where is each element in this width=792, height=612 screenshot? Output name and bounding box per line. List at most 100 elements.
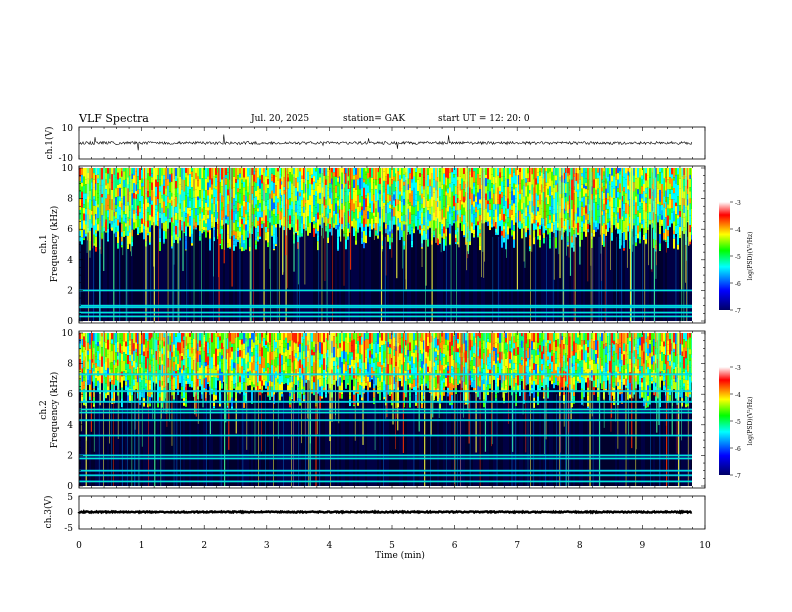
- spectro-cell: [671, 199, 673, 209]
- spectro-cell: [181, 383, 183, 387]
- spectro-cell: [105, 333, 107, 343]
- spectro-cell: [429, 228, 431, 321]
- spectro-cell: [257, 168, 259, 178]
- spectro-cell: [645, 222, 647, 234]
- spectro-cell: [659, 214, 661, 220]
- spectro-cell: [215, 395, 217, 400]
- spectro-cell: [191, 168, 193, 172]
- spectro-cell: [127, 364, 129, 373]
- spectro-cell: [477, 209, 479, 222]
- spectro-cell: [273, 214, 275, 225]
- spectro-cell: [247, 216, 249, 220]
- spectro-cell: [669, 177, 671, 184]
- spectro-cell: [433, 179, 435, 188]
- spectro-cell: [97, 183, 99, 194]
- spectro-cell: [339, 374, 341, 378]
- spectro-cell: [611, 232, 613, 241]
- spectro-cell: [157, 364, 159, 374]
- spectro-cell: [427, 168, 429, 175]
- spectro-cell: [607, 176, 609, 182]
- spectro-cell: [137, 235, 139, 321]
- spectro-cell: [367, 192, 369, 197]
- spectro-cell: [525, 196, 527, 208]
- spectro-cell: [333, 366, 335, 374]
- spectro-cell: [457, 241, 459, 245]
- spectro-cell: [467, 251, 469, 321]
- spectro-cell: [83, 193, 85, 205]
- spectro-cell: [401, 188, 403, 196]
- spectro-cell: [93, 245, 95, 321]
- spectro-cell: [183, 340, 185, 348]
- spectro-cell: [367, 196, 369, 207]
- spectro-cell: [205, 398, 207, 403]
- spectro-cell: [485, 222, 487, 321]
- spectro-cell: [185, 403, 187, 407]
- spectro-cell: [261, 174, 263, 184]
- spectro-cell: [131, 193, 133, 205]
- spectro-cell: [335, 176, 337, 186]
- spectro-cell: [279, 392, 281, 401]
- spectro-cell: [205, 341, 207, 346]
- spectro-cell: [285, 371, 287, 375]
- spectro-cell: [177, 393, 179, 395]
- spectro-cell: [687, 194, 689, 200]
- spectro-cell: [189, 203, 191, 208]
- spectro-cell: [519, 168, 521, 172]
- spectro-cell: [687, 210, 689, 221]
- spectro-cell: [327, 218, 329, 224]
- spectro-cell: [627, 200, 629, 205]
- spectro-cell: [105, 198, 107, 211]
- spectro-cell: [575, 168, 577, 174]
- spectro-cell: [197, 399, 199, 486]
- spectro-cell: [143, 388, 145, 399]
- spectro-cell: [245, 347, 247, 355]
- spectro-cell: [647, 229, 649, 321]
- spectro-cell: [179, 367, 181, 373]
- spectro-cell: [627, 168, 629, 172]
- spectro-cell: [475, 177, 477, 183]
- spectro-cell: [327, 176, 329, 188]
- spectro-cell: [399, 194, 401, 201]
- spectro-cell: [151, 376, 153, 386]
- spectro-cell: [671, 223, 673, 321]
- spectro-cell: [287, 358, 289, 367]
- spectro-cell: [83, 204, 85, 208]
- spectro-cell: [255, 336, 257, 341]
- spectro-cell: [439, 168, 441, 172]
- spectro-cell: [233, 244, 235, 251]
- spectro-cell: [291, 376, 293, 382]
- spectro-cell: [675, 225, 677, 235]
- spectro-cell: [439, 171, 441, 182]
- spectro-cell: [207, 214, 209, 219]
- spectro-cell: [159, 402, 161, 486]
- spectro-cell: [83, 168, 85, 177]
- spectro-cell: [361, 362, 363, 371]
- spectro-cell: [379, 168, 381, 178]
- spectro-cell: [673, 230, 675, 235]
- spectro-cell: [115, 232, 117, 238]
- spectro-cell: [91, 381, 93, 486]
- spectro-cell: [219, 182, 221, 193]
- spectro-cell: [227, 348, 229, 353]
- spectro-cell: [107, 339, 109, 350]
- spectro-cell: [269, 333, 271, 342]
- spectro-cell: [167, 382, 169, 486]
- spectro-cell: [507, 208, 509, 218]
- spectro-cell: [221, 186, 223, 196]
- spectro-cell: [289, 223, 291, 230]
- ch2-spectrogram-image: [79, 333, 692, 486]
- spectro-cell: [273, 202, 275, 209]
- spectro-cell: [409, 168, 411, 174]
- spectro-cell: [357, 405, 359, 486]
- spectro-cell: [445, 245, 447, 321]
- spectro-cell: [313, 236, 315, 321]
- spectro-cell: [181, 369, 183, 376]
- spectro-cell: [289, 333, 291, 341]
- spectro-cell: [201, 178, 203, 190]
- spectro-cell: [223, 339, 225, 348]
- spectro-cell: [513, 168, 515, 173]
- spectro-cell: [443, 195, 445, 207]
- spectro-cell: [351, 210, 353, 222]
- spectro-cell: [139, 208, 141, 213]
- spectro-cell: [139, 344, 141, 355]
